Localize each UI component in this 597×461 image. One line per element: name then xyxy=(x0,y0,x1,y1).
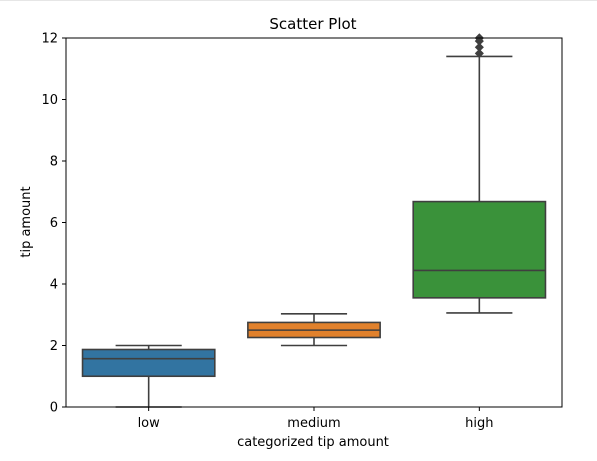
x-axis-label: categorized tip amount xyxy=(237,435,389,450)
y-tick-label: 2 xyxy=(50,339,58,354)
x-tick-label: medium xyxy=(287,416,340,431)
top-divider xyxy=(0,0,597,1)
outlier-point xyxy=(474,42,484,52)
outlier-point xyxy=(474,48,484,58)
x-tick-label: high xyxy=(465,416,493,431)
box-iqr xyxy=(81,348,216,378)
y-tick-label: 6 xyxy=(50,216,58,231)
y-axis-label: tip amount xyxy=(19,186,34,257)
boxes-layer xyxy=(81,33,547,408)
box-iqr xyxy=(412,200,547,299)
y-tick-label: 4 xyxy=(50,278,58,293)
x-axis: low medium high xyxy=(138,407,494,431)
y-tick-label: 8 xyxy=(50,155,58,170)
y-axis: 0 2 4 6 8 10 12 xyxy=(41,32,66,416)
box-high xyxy=(412,33,547,314)
y-tick-label: 12 xyxy=(41,32,58,47)
box-medium xyxy=(247,313,381,347)
chart-title: Scatter Plot xyxy=(269,15,356,33)
y-tick-label: 0 xyxy=(50,401,58,416)
y-tick-label: 10 xyxy=(41,93,58,108)
box-low xyxy=(81,344,216,408)
x-tick-label: low xyxy=(138,416,161,431)
